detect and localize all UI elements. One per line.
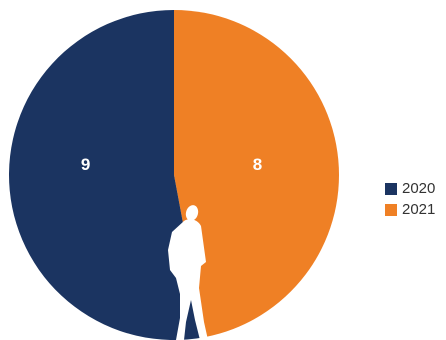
data-label-2020: 9	[81, 155, 90, 174]
legend-label: 2020	[402, 180, 436, 197]
legend-item-2020: 2020	[385, 178, 435, 199]
pie-slice-2020	[9, 10, 205, 340]
walking-person-silhouette-icon	[168, 205, 208, 340]
legend-item-2021: 2021	[385, 199, 435, 220]
legend: 2020 2021	[385, 178, 435, 220]
legend-swatch-2021	[385, 203, 397, 216]
pie-slice-2021	[174, 10, 339, 338]
legend-label: 2021	[402, 201, 436, 218]
data-label-2021: 8	[253, 155, 262, 174]
legend-swatch-2020	[385, 182, 397, 195]
